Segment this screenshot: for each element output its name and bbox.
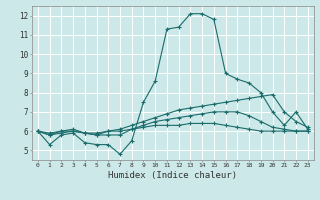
X-axis label: Humidex (Indice chaleur): Humidex (Indice chaleur) (108, 171, 237, 180)
